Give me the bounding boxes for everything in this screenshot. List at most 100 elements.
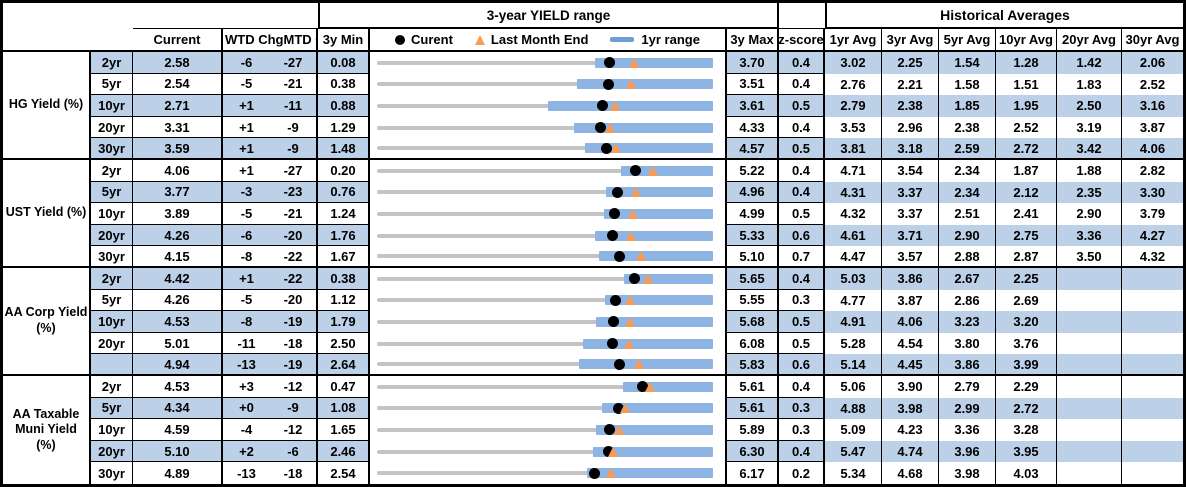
yield-range-chart — [370, 224, 727, 247]
avg-value: 2.50 — [1057, 95, 1122, 117]
avg-value — [1057, 268, 1122, 290]
avg-value: 2.69 — [996, 289, 1057, 312]
range-plot-area — [377, 182, 713, 204]
avg-value: 2.96 — [882, 116, 939, 139]
tenor-cell: 30yr — [91, 462, 133, 484]
mtd-chg-value: -27 — [270, 160, 318, 182]
mtd-chg-value: -19 — [270, 311, 318, 333]
avg-value: 2.99 — [939, 397, 996, 420]
tenor-cell: 10yr — [91, 203, 133, 225]
avg-value: 3.57 — [882, 246, 939, 268]
avg-value: 2.75 — [996, 224, 1057, 247]
range-plot-area — [377, 333, 713, 355]
avg-value: 4.54 — [882, 332, 939, 355]
avg-value: 5.14 — [825, 354, 882, 376]
avg-value: 4.47 — [825, 246, 882, 268]
yield-range-chart — [370, 138, 727, 160]
avg-value: 2.41 — [996, 203, 1057, 225]
zscore-value: 0.7 — [779, 246, 825, 268]
range-min-value: 2.46 — [318, 440, 370, 463]
avg-value: 3.02 — [825, 52, 882, 74]
avg-value: 2.87 — [996, 246, 1057, 268]
avg-value: 5.34 — [825, 462, 882, 484]
zscore-value: 0.5 — [779, 311, 825, 333]
wtd-chg-value: +1 — [223, 116, 270, 139]
tenor-cell: 5yr — [91, 397, 133, 420]
avg-value: 3.86 — [939, 354, 996, 376]
current-value: 2.54 — [133, 73, 223, 96]
avg-value — [1122, 289, 1183, 312]
avg-value: 3.98 — [882, 397, 939, 420]
last-month-end-triangle-icon — [607, 446, 618, 457]
avg-value: 3.53 — [825, 116, 882, 139]
range-min-value: 0.20 — [318, 160, 370, 182]
avg-value: 3.37 — [882, 181, 939, 204]
range-track — [377, 190, 713, 195]
avg-value: 1.95 — [996, 95, 1057, 117]
tenor-cell: 2yr — [91, 160, 133, 182]
avg-value: 5.03 — [825, 268, 882, 290]
range-max-value: 3.51 — [727, 73, 779, 96]
avg-value — [1122, 397, 1183, 420]
wtd-chg-value: +3 — [223, 376, 270, 398]
hist-section-title: Historical Averages — [825, 3, 1183, 29]
avg-value: 4.27 — [1122, 224, 1183, 247]
current-value: 3.31 — [133, 116, 223, 139]
zscore-value: 0.4 — [779, 268, 825, 290]
current-value: 4.89 — [133, 462, 223, 484]
avg-value: 3.96 — [939, 440, 996, 463]
current-value: 3.59 — [133, 138, 223, 160]
range-max-value: 4.96 — [727, 181, 779, 204]
avg-value: 3.81 — [825, 138, 882, 160]
range-min-value: 0.76 — [318, 181, 370, 204]
avg-value: 2.72 — [996, 138, 1057, 160]
wtd-chg-value: -5 — [223, 289, 270, 312]
tenor-cell: 20yr — [91, 116, 133, 139]
range-plot-area — [377, 441, 713, 463]
range-track — [377, 298, 713, 303]
range-max-value: 5.83 — [727, 354, 779, 376]
yield-range-chart — [370, 181, 727, 204]
current-dot-icon — [603, 78, 615, 90]
mtd-chg-value: -20 — [270, 224, 318, 247]
tenor-cell: 5yr — [91, 73, 133, 96]
zscore-column-header: z-score — [779, 29, 825, 52]
range-max-value: 6.17 — [727, 462, 779, 484]
avg-value: 2.59 — [939, 138, 996, 160]
zscore-value: 0.2 — [779, 462, 825, 484]
one-year-range-bar — [595, 424, 713, 435]
legend-range-label: 1yr range — [641, 32, 700, 47]
current-dot-icon — [594, 122, 606, 134]
range-max-value: 5.33 — [727, 224, 779, 247]
zscore-value: 0.6 — [779, 354, 825, 376]
range-plot-area — [377, 398, 713, 420]
current-value: 4.53 — [133, 311, 223, 333]
one-year-range-dash-icon — [610, 37, 635, 42]
avg-value: 1.83 — [1057, 73, 1122, 96]
current-dot-icon — [589, 467, 601, 479]
mtd-chg-value: -22 — [270, 268, 318, 290]
yield-range-chart — [370, 116, 727, 139]
avg-value: 1.88 — [1057, 160, 1122, 182]
avg-value: 2.38 — [882, 95, 939, 117]
current-value: 4.26 — [133, 289, 223, 312]
tenor-cell: 20yr — [91, 440, 133, 463]
range-plot-area — [377, 225, 713, 247]
wtd-chg-value: +2 — [223, 440, 270, 463]
avg-value: 2.90 — [1057, 203, 1122, 225]
mtd-chg-value: -9 — [270, 116, 318, 139]
avg-value — [1057, 376, 1122, 398]
avg-value: 3.42 — [1057, 138, 1122, 160]
label-columns-spacer — [3, 29, 133, 52]
avg-value: 2.82 — [1122, 160, 1183, 182]
mtd-chg-value: -23 — [270, 181, 318, 204]
one-year-range-bar — [599, 251, 713, 262]
avg-value: 3.16 — [1122, 95, 1183, 117]
chart-legend: Curent Last Month End 1yr range — [370, 29, 727, 52]
yield-range-chart — [370, 311, 727, 333]
last-month-end-triangle-icon — [647, 165, 658, 176]
tenor-cell: 2yr — [91, 268, 133, 290]
mtd-chg-value: -18 — [270, 462, 318, 484]
tenor-cell: 20yr — [91, 224, 133, 247]
yield-range-chart — [370, 376, 727, 398]
